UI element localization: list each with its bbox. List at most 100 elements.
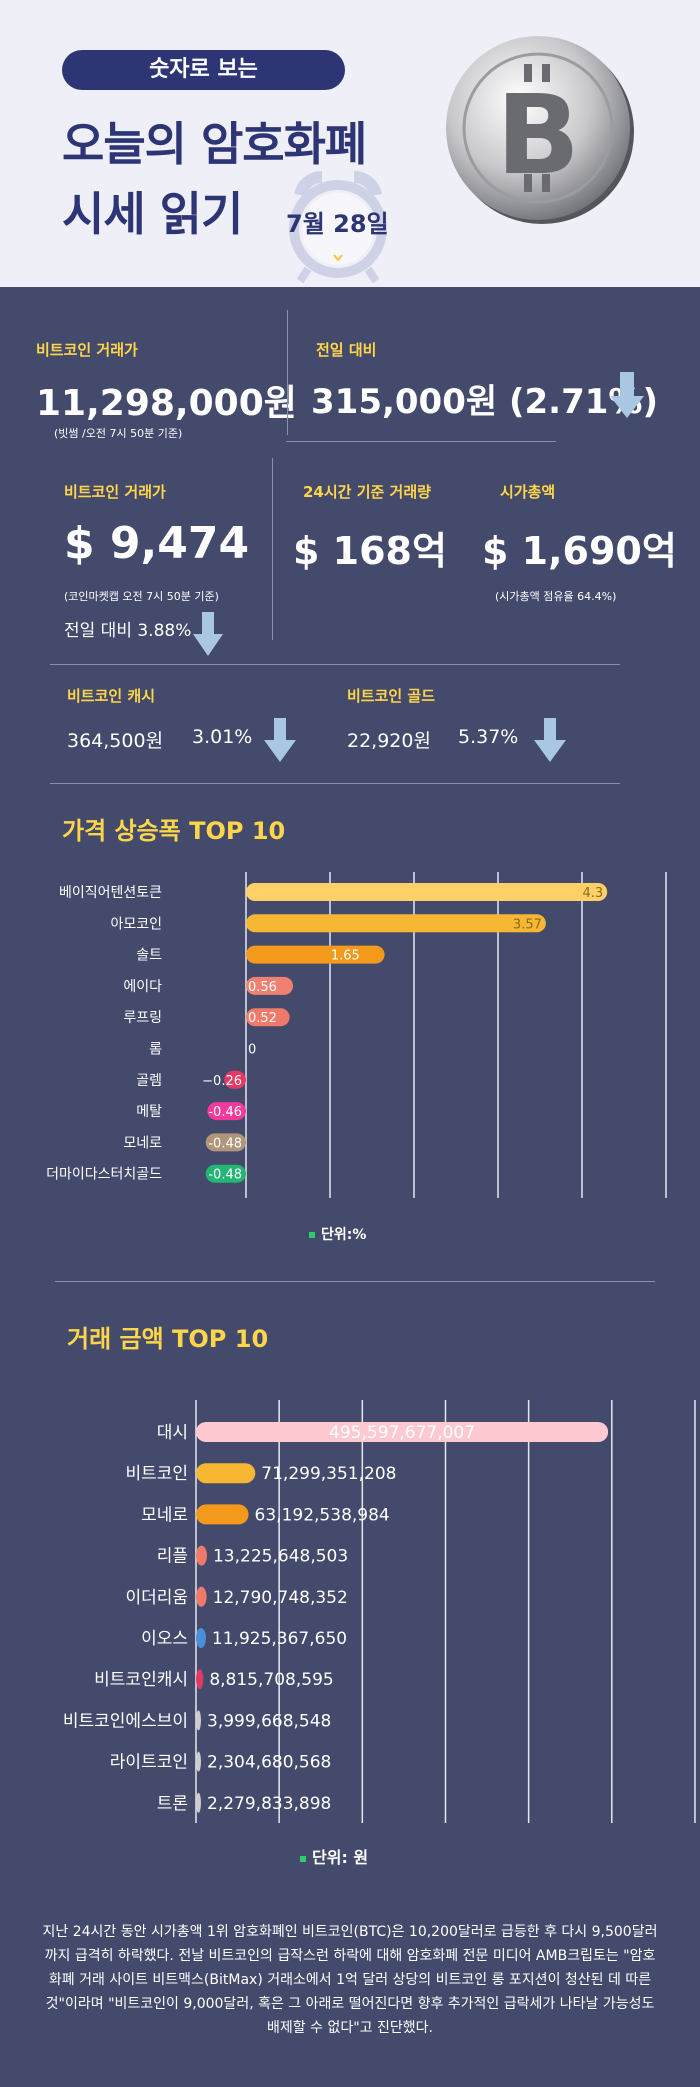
category-label: 트론 xyxy=(157,1794,188,1814)
data-label: 71,299,351,208 xyxy=(261,1464,396,1484)
header: 숫자로 보는 오늘의 암호화폐 시세 읽기 7월 28일 B xyxy=(0,0,700,287)
category-label: 골렘 xyxy=(136,1073,162,1089)
data-label: -0.46 xyxy=(208,1105,242,1120)
down-arrow-icon xyxy=(193,612,223,656)
prev-day-value: 315,000원 (2.71%) xyxy=(311,382,659,422)
svg-text:B: B xyxy=(496,71,580,199)
data-label: 0 xyxy=(248,1043,256,1058)
data-label: 63,192,538,984 xyxy=(255,1505,390,1525)
category-label: 이더리움 xyxy=(125,1588,188,1608)
category-label: 더마이다스터치골드 xyxy=(46,1167,162,1183)
bar xyxy=(246,914,546,933)
data-label: 13,225,648,503 xyxy=(213,1547,348,1567)
btc-usd-change: 전일 대비 3.88% xyxy=(64,621,192,641)
volume-label: 24시간 기준 거래량 xyxy=(303,483,431,501)
data-label: 4.3 xyxy=(583,886,604,901)
bar xyxy=(207,1102,246,1121)
bar xyxy=(196,1628,206,1648)
data-label: 2,279,833,898 xyxy=(207,1794,331,1814)
btg-change: 5.37% xyxy=(458,726,519,748)
data-label: -0.48 xyxy=(208,1168,242,1183)
header-pill: 숫자로 보는 xyxy=(62,50,345,90)
category-label: 아모코인 xyxy=(110,916,162,932)
chart2-title: 거래 금액 TOP 10 xyxy=(67,1325,269,1353)
bar xyxy=(196,1545,207,1566)
page-title-line2: 시세 읽기 xyxy=(62,187,243,241)
category-label: 모네로 xyxy=(123,1135,162,1151)
bitcoin-coin-icon: B xyxy=(446,36,634,224)
btc-krw-note: (빗썸 /오전 7시 50분 기준) xyxy=(54,427,183,440)
btc-krw-label: 비트코인 거래가 xyxy=(36,341,138,359)
data-label: 0.56 xyxy=(248,980,277,995)
data-label: 12,790,748,352 xyxy=(213,1588,348,1608)
category-label: 에이다 xyxy=(123,979,162,995)
category-label: 메탈 xyxy=(136,1104,162,1120)
category-label: 솔트 xyxy=(136,948,162,964)
divider xyxy=(272,458,273,640)
category-label: 비트코인 xyxy=(125,1464,188,1484)
bar xyxy=(205,1133,246,1152)
down-arrow-icon xyxy=(534,718,566,762)
data-label: -0.48 xyxy=(208,1136,242,1151)
btc-usd-value: $ 9,474 xyxy=(64,518,250,569)
volume-value: $ 168억 xyxy=(293,529,447,573)
category-label: 롬 xyxy=(149,1042,162,1058)
bar xyxy=(196,1463,256,1484)
data-label: 495,597,677,007 xyxy=(329,1423,475,1443)
market-cap-label: 시가총액 xyxy=(500,483,556,501)
btc-krw-value: 11,298,000원 xyxy=(36,383,297,424)
trade-volume-chart: 대시 495,597,677,007 비트코인 71,299,351,208 모네로 63… xyxy=(63,1400,696,1823)
divider xyxy=(287,310,288,435)
divider xyxy=(50,664,620,665)
chart1-title: 가격 상승폭 TOP 10 xyxy=(62,817,286,845)
btg-value: 22,920원 xyxy=(347,730,431,752)
category-label: 대시 xyxy=(157,1423,188,1443)
market-cap-note: (시가총액 점유율 64.4%) xyxy=(495,590,617,603)
data-label: 3.57 xyxy=(513,917,542,932)
date-label: 7월 28일 xyxy=(286,210,389,238)
prev-day-label: 전일 대비 xyxy=(316,341,377,359)
bar xyxy=(196,1504,249,1525)
data-label: −0.26 xyxy=(202,1074,242,1089)
bar xyxy=(196,1710,201,1731)
bar xyxy=(246,945,385,964)
data-label: 2,304,680,568 xyxy=(207,1753,331,1773)
bar xyxy=(246,883,608,901)
data-label: 0.52 xyxy=(248,1011,277,1026)
down-arrow-icon xyxy=(610,372,644,418)
down-arrow-icon xyxy=(264,718,296,762)
bar xyxy=(196,1792,201,1813)
btc-usd-note: (코인마켓캡 오전 7시 50분 기준) xyxy=(64,590,219,603)
page-title-line1: 오늘의 암호화폐 xyxy=(62,117,367,171)
divider xyxy=(286,441,556,442)
bch-value: 364,500원 xyxy=(67,730,164,752)
divider xyxy=(55,1281,655,1282)
data-label: 11,925,367,650 xyxy=(212,1629,347,1649)
bar xyxy=(224,1070,246,1089)
btg-label: 비트코인 골드 xyxy=(347,687,436,705)
alarm-clock-icon xyxy=(289,171,387,284)
price-change-chart: 베이직어텐션토큰 4.3 아모코인 3.57 솔트 1.65 에이다 0.56 루프링 0.52 롬… xyxy=(46,872,667,1198)
bar xyxy=(196,1751,201,1772)
category-label: 리플 xyxy=(157,1547,188,1567)
category-label: 라이트코인 xyxy=(110,1753,188,1773)
data-label: 1.65 xyxy=(331,949,360,964)
category-label: 루프링 xyxy=(123,1010,162,1026)
bar xyxy=(246,976,294,995)
category-label: 베이직어텐션토큰 xyxy=(59,885,162,901)
category-label: 비트코인캐시 xyxy=(94,1670,188,1690)
bar xyxy=(196,1586,207,1607)
divider xyxy=(50,783,620,784)
summary-paragraph: 지난 24시간 동안 시가총액 1위 암호화폐인 비트코인(BTC)은 10,2… xyxy=(42,1924,658,2036)
chart2-unit: 단위: 원 xyxy=(300,1844,368,1868)
data-label: 3,999,668,548 xyxy=(207,1711,331,1731)
bar xyxy=(196,1422,609,1442)
bch-label: 비트코인 캐시 xyxy=(67,687,156,705)
bar xyxy=(196,1669,204,1690)
data-label: 8,815,708,595 xyxy=(209,1670,333,1690)
category-label: 모네로 xyxy=(141,1505,188,1525)
category-label: 이오스 xyxy=(141,1629,188,1649)
bar xyxy=(205,1164,246,1183)
chart1-unit: 단위:% xyxy=(309,1224,366,1244)
btc-usd-label: 비트코인 거래가 xyxy=(64,483,166,501)
